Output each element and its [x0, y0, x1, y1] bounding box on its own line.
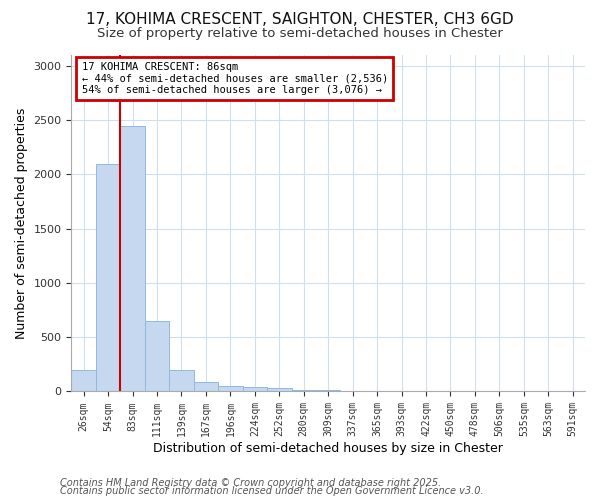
Bar: [242, 388, 267, 392]
X-axis label: Distribution of semi-detached houses by size in Chester: Distribution of semi-detached houses by …: [153, 442, 503, 455]
Bar: [121, 126, 145, 392]
Bar: [267, 388, 292, 392]
Bar: [145, 321, 169, 392]
Bar: [96, 164, 121, 392]
Bar: [292, 390, 316, 392]
Text: Contains public sector information licensed under the Open Government Licence v3: Contains public sector information licen…: [60, 486, 484, 496]
Y-axis label: Number of semi-detached properties: Number of semi-detached properties: [15, 108, 28, 339]
Bar: [71, 370, 96, 392]
Bar: [218, 386, 242, 392]
Text: 17, KOHIMA CRESCENT, SAIGHTON, CHESTER, CH3 6GD: 17, KOHIMA CRESCENT, SAIGHTON, CHESTER, …: [86, 12, 514, 28]
Bar: [316, 390, 340, 392]
Text: 17 KOHIMA CRESCENT: 86sqm
← 44% of semi-detached houses are smaller (2,536)
54% : 17 KOHIMA CRESCENT: 86sqm ← 44% of semi-…: [82, 62, 388, 95]
Text: Size of property relative to semi-detached houses in Chester: Size of property relative to semi-detach…: [97, 28, 503, 40]
Text: Contains HM Land Registry data © Crown copyright and database right 2025.: Contains HM Land Registry data © Crown c…: [60, 478, 441, 488]
Bar: [169, 370, 194, 392]
Bar: [194, 382, 218, 392]
